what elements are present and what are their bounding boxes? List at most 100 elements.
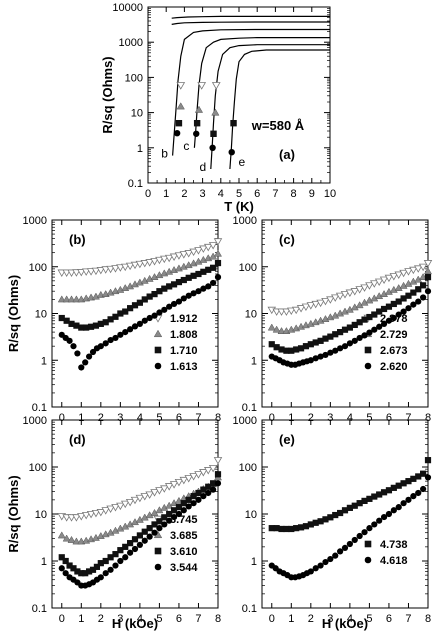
data-point: [356, 334, 363, 342]
data-point: [337, 329, 344, 336]
data-point: [68, 320, 75, 327]
data-point: [399, 269, 408, 278]
legend-label: 1.710: [170, 345, 198, 357]
data-point: [350, 288, 360, 296]
data-point: [116, 264, 125, 272]
data-point: [63, 317, 70, 324]
data-point: [74, 568, 81, 575]
plot-frame: [261, 419, 429, 609]
x-tick-label: 0: [269, 412, 275, 424]
data-point: [360, 284, 369, 292]
legend-marker: [364, 362, 372, 370]
y-tick-label: 10: [35, 309, 47, 321]
data-point: [185, 496, 192, 503]
data-point: [58, 314, 65, 322]
y-tick-label: 100: [29, 262, 47, 274]
data-point: [400, 480, 407, 487]
data-point: [58, 565, 65, 572]
data-point: [267, 323, 276, 331]
x-tick-label: 6: [176, 613, 182, 625]
data-point: [327, 333, 334, 340]
data-point: [203, 243, 213, 252]
y-tick-label: 10: [245, 509, 257, 521]
y-tick-label: 0.1: [242, 603, 257, 615]
data-point: [278, 346, 285, 353]
data-point: [194, 247, 203, 255]
legend-marker: [154, 362, 162, 370]
data-point: [77, 513, 86, 521]
data-point: [96, 509, 106, 517]
x-tick-label: 3: [327, 613, 333, 625]
data-point: [141, 317, 148, 324]
x-tick-label: 5: [366, 412, 372, 424]
data-point: [86, 268, 96, 276]
data-point: [190, 290, 197, 297]
data-point: [332, 347, 339, 354]
data-point: [117, 547, 124, 554]
data-point: [193, 130, 200, 137]
data-point: [424, 267, 432, 275]
y-tick-label: 0.1: [32, 402, 47, 414]
data-point: [337, 509, 344, 517]
data-point: [190, 272, 197, 279]
data-point: [327, 349, 334, 356]
data-point: [330, 294, 340, 302]
data-point: [400, 500, 407, 507]
data-point: [394, 271, 403, 279]
y-tick-label: 1: [41, 355, 47, 367]
x-tick-label: 6: [176, 412, 182, 424]
data-point: [195, 288, 202, 295]
curve-label: b: [161, 147, 168, 161]
data-point: [97, 560, 104, 567]
data-point: [66, 337, 73, 344]
x-tick-label: 3: [117, 613, 123, 625]
data-point: [322, 351, 329, 359]
data-point: [111, 504, 120, 512]
y-tick-label: 10000: [112, 2, 143, 14]
y-tick-label: 1000: [23, 415, 47, 427]
data-point: [213, 238, 223, 246]
data-point: [361, 497, 368, 504]
data-point: [151, 521, 158, 528]
data-point: [332, 331, 339, 338]
data-point: [346, 504, 353, 511]
data-point: [390, 300, 397, 308]
x-tick-label: 1: [288, 613, 294, 625]
data-point: [116, 502, 125, 511]
data-point: [89, 566, 97, 573]
data-point: [81, 512, 91, 520]
y-tick-label: 1000: [23, 215, 47, 227]
x-tick-label: 7: [405, 613, 411, 625]
data-point: [161, 306, 168, 313]
x-tick-label: 4: [137, 412, 143, 424]
data-point: [365, 282, 374, 290]
data-point: [268, 525, 275, 532]
x-tick-label: 8: [425, 613, 431, 625]
x-tick-label: 4: [218, 188, 224, 200]
data-point: [301, 303, 311, 312]
legend-marker: [154, 547, 162, 555]
data-point: [78, 324, 85, 331]
data-point: [151, 312, 158, 319]
legend-marker: [154, 563, 162, 571]
data-point: [312, 339, 319, 346]
y-axis-label: R/sq (Ohms): [6, 475, 21, 552]
data-point: [112, 562, 119, 569]
data-point: [174, 478, 184, 487]
data-point: [390, 484, 397, 491]
data-point: [125, 498, 135, 507]
annotation-width: w=580 Å: [251, 118, 305, 133]
data-point: [379, 276, 389, 285]
y-tick-label: 100: [239, 462, 257, 474]
y-tick-label: 10: [245, 309, 257, 321]
data-point: [164, 254, 174, 263]
data-point: [141, 296, 148, 303]
data-point: [166, 283, 173, 290]
data-point: [67, 535, 76, 543]
data-point: [190, 500, 197, 507]
y-tick-label: 100: [125, 72, 143, 84]
data-point: [317, 337, 324, 344]
data-point: [277, 327, 286, 334]
y-tick-label: 1: [251, 355, 257, 367]
